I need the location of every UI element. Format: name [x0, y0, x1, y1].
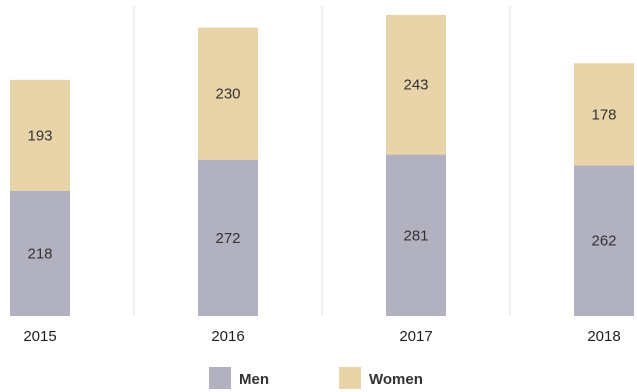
legend-label-men: Men	[239, 371, 269, 388]
legend: Men Women	[209, 367, 423, 389]
data-label-men-2018: 262	[591, 233, 616, 250]
bar-women-2017	[386, 14, 446, 155]
data-label-men-2016: 272	[215, 230, 240, 247]
data-label-women-2015: 193	[27, 127, 52, 144]
bar-labels-layer: 218 193 272 230 281 243 262 178	[27, 77, 616, 263]
bar-women-2016	[198, 27, 258, 160]
data-label-men-2015: 218	[27, 245, 52, 262]
data-label-men-2017: 281	[403, 227, 428, 244]
legend-label-women: Women	[369, 371, 423, 388]
x-tick-label-2018: 2018	[587, 328, 620, 345]
data-label-women-2017: 243	[403, 77, 428, 94]
x-axis-tick-labels: 2015 2016 2017 2018	[23, 328, 620, 345]
legend-swatch-men	[209, 367, 231, 389]
data-label-women-2016: 230	[215, 86, 240, 103]
bar-women-2015	[10, 79, 70, 191]
bar-women-2018	[574, 63, 634, 166]
x-tick-label-2016: 2016	[211, 328, 244, 345]
bar-men-2015	[10, 190, 70, 316]
category-dividers	[133, 6, 511, 316]
bar-men-2017	[386, 154, 446, 316]
x-tick-label-2017: 2017	[399, 328, 432, 345]
x-tick-label-2015: 2015	[23, 328, 56, 345]
bars-layer	[10, 14, 634, 316]
bar-men-2016	[198, 159, 258, 316]
legend-swatch-women	[339, 367, 361, 389]
bar-men-2018	[574, 165, 634, 316]
data-label-women-2018: 178	[591, 106, 616, 123]
